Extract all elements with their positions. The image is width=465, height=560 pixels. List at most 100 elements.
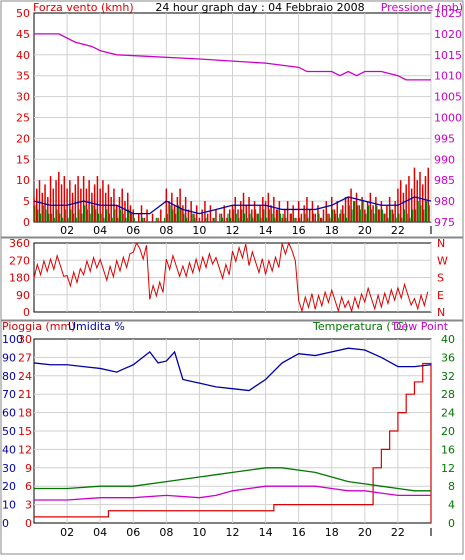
direction-tick-label: 0 [23,306,30,319]
rain-tick-label: 6 [25,480,32,493]
x-tick-label: 20 [358,526,372,539]
pressure-tick-label: 985 [434,174,455,187]
rain-tick-label: 12 [18,443,32,456]
x-tick-label: 18 [325,526,339,539]
x-tick-label: 02 [60,526,74,539]
humidity-tick-label: 100 [2,333,23,346]
humidity-tick-label: 90 [2,351,16,364]
temperature-tick-label: 16 [441,443,455,456]
direction-tick-label: 270 [9,254,30,267]
direction-tick-label: 360 [9,237,30,250]
rain-axis-label: Pioggia (mm) [2,320,75,333]
x-tick-label: 16 [292,224,306,237]
humidity-axis-label: Umidita % [68,320,125,333]
rain-tick-label: 24 [18,370,32,383]
pressure-tick-label: 980 [434,195,455,208]
humidity-tick-label: 20 [2,480,16,493]
rain-tick-label: 9 [25,462,32,475]
pressure-tick-label: 1005 [434,91,462,104]
wind-tick-label: 5 [23,195,30,208]
x-tick-label: 02 [60,224,74,237]
wind-tick-label: 45 [16,28,30,41]
humidity-line [33,347,432,392]
rain-tick-label: 15 [18,425,32,438]
x-tick-label: 14 [259,526,273,539]
x-tick-label: 18 [325,224,339,237]
x-tick-label: 22 [391,224,405,237]
pressure-tick-label: 1000 [434,112,462,125]
temperature-tick-label: 32 [441,370,455,383]
pressure-tick-label: 1010 [434,70,462,83]
wind-tick-label: 10 [16,174,30,187]
dewpoint-line [34,485,431,501]
direction-tick-label: 180 [9,272,30,285]
rain-line [34,362,432,523]
humidity-tick-label: 50 [2,425,16,438]
humidity-tick-label: 30 [2,462,16,475]
temperature-axis-label: Temperatura (°C) [312,320,408,333]
wind-tick-label: 25 [16,112,30,125]
temperature-tick-label: 20 [441,425,455,438]
pressure-tick-label: 995 [434,132,455,145]
humidity-tick-label: 80 [2,370,16,383]
temperature-tick-label: 28 [441,388,455,401]
wind-axis-label: Forza vento (kmh) [33,1,134,14]
chart-title: 24 hour graph day : 04 Febbraio 2008 [155,1,364,14]
humidity-tick-label: 60 [2,407,16,420]
direction-line [33,241,429,314]
pressure-tick-label: 975 [434,216,455,229]
x-tick-label: 08 [159,224,173,237]
humidity-tick-label: 70 [2,388,16,401]
direction-tick-label: 90 [16,289,30,302]
wind-tick-label: 30 [16,91,30,104]
temperature-tick-label: 4 [448,499,455,512]
humidity-tick-label: 10 [2,499,16,512]
temperature-tick-label: 40 [441,333,455,346]
pressure-tick-label: 1015 [434,49,462,62]
compass-tick-label: E [437,289,444,302]
x-tick-label: I [429,526,432,539]
wind-tick-label: 50 [16,7,30,20]
x-tick-label: 10 [192,526,206,539]
wind-tick-label: 20 [16,132,30,145]
dewpoint-axis-label: Dew Point [393,320,449,333]
temperature-tick-label: 24 [441,407,455,420]
pressure-tick-label: 990 [434,153,455,166]
x-tick-label: 04 [93,526,107,539]
pressure-line [34,33,431,81]
compass-tick-label: N [437,237,445,250]
x-tick-label: 20 [358,224,372,237]
pressure-axis-label: Pressione (mb) [381,1,463,14]
temperature-tick-label: 0 [448,517,455,530]
temperature-tick-label: 8 [448,480,455,493]
humidity-tick-label: 40 [2,443,16,456]
x-tick-label: 12 [226,224,240,237]
temperature-line [34,467,431,492]
pressure-tick-label: 1025 [434,7,462,20]
wind-tick-label: 15 [16,153,30,166]
humidity-tick-label: 0 [2,517,9,530]
rain-tick-label: 21 [18,388,32,401]
wind-tick-label: 35 [16,70,30,83]
x-tick-label: 12 [226,526,240,539]
pressure-tick-label: 1020 [434,28,462,41]
wind-tick-label: 0 [23,216,30,229]
gust-line [33,196,432,215]
rain-tick-label: 3 [25,499,32,512]
x-tick-label: 16 [292,526,306,539]
x-tick-label: 10 [192,224,206,237]
rain-tick-label: 27 [18,351,32,364]
rain-tick-label: 30 [18,333,32,346]
wind-tick-label: 40 [16,49,30,62]
x-tick-label: 14 [259,224,273,237]
compass-tick-label: W [437,254,448,267]
compass-tick-label: S [437,272,444,285]
rain-tick-label: 0 [25,517,32,530]
x-tick-label: 08 [159,526,173,539]
temperature-tick-label: 36 [441,351,455,364]
x-tick-label: 06 [126,526,140,539]
rain-tick-label: 18 [18,407,32,420]
x-tick-label: 06 [126,224,140,237]
